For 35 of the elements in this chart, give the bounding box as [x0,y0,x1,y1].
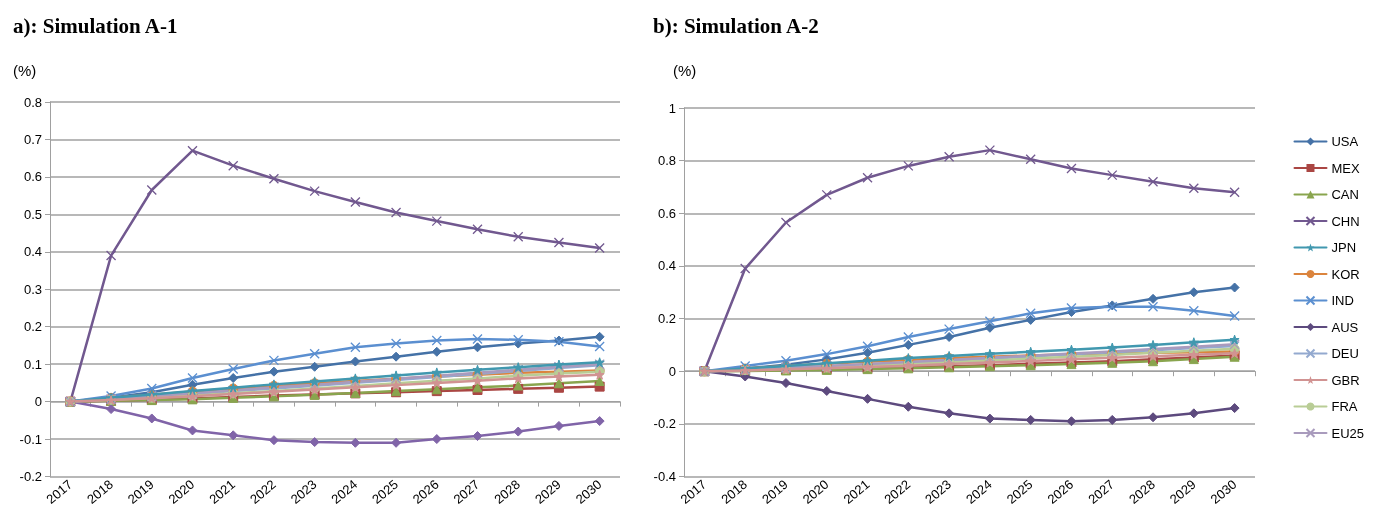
y-tick-label: 0 [668,363,676,379]
y-tick-label: 0.7 [23,131,42,147]
y-tick-label: -0.4 [653,469,676,484]
legend-label: KOR [1331,266,1360,282]
legend-label: AUS [1331,319,1359,335]
legend-label: EU25 [1331,425,1365,441]
y-axis-title: (%) [13,62,37,79]
y-tick-label: 0.4 [657,258,676,274]
y-tick-label: 0.6 [23,169,42,185]
legend-label: USA [1331,134,1359,149]
chart-title: a): Simulation A-1 [13,13,178,38]
y-tick-label: -0.2 [19,469,42,484]
legend-label: GBR [1331,372,1360,388]
y-tick-label: 0.5 [23,206,42,222]
y-axis-title: (%) [673,62,697,79]
legend-label: DEU [1331,346,1359,361]
y-tick-label: 0.8 [657,153,676,169]
legend-label: FRA [1331,399,1358,414]
y-tick-label: 0 [34,394,42,410]
y-tick-label: 0.6 [657,205,676,221]
y-tick-label: 0.1 [23,356,42,372]
chart-title: b): Simulation A-2 [653,13,819,38]
legend-label: IND [1331,293,1354,308]
y-tick-label: 1 [668,100,676,116]
legend-label: JPN [1331,240,1357,255]
legend-label: MEX [1331,160,1360,176]
y-tick-label: 0.2 [23,319,42,335]
y-tick-label: 0.3 [23,281,42,297]
legend-label: CHN [1331,213,1360,229]
y-tick-label: -0.2 [653,416,676,432]
y-tick-label: -0.1 [19,431,42,447]
y-tick-label: 0.4 [23,244,42,260]
y-tick-label: 0.2 [657,311,676,327]
legend-label: CAN [1331,187,1359,202]
y-tick-label: 0.8 [23,94,42,110]
